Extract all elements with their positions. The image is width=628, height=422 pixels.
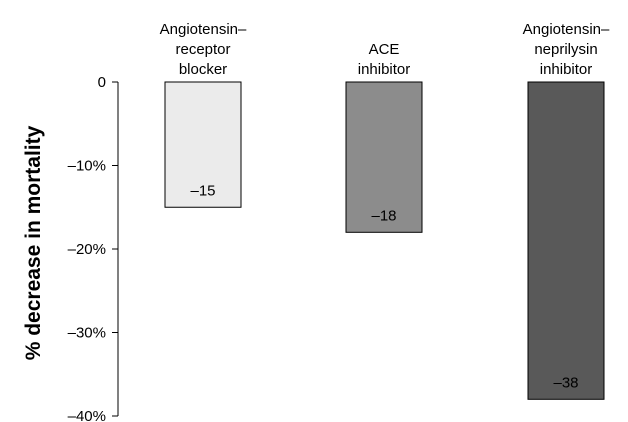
category-label: inhibitor [358, 61, 411, 78]
bar-value-label: –38 [553, 374, 578, 391]
y-axis-title: % decrease in mortality [22, 125, 45, 360]
y-tick-label: –20% [68, 241, 106, 258]
y-tick-label: –10% [68, 158, 106, 175]
bar [345, 81, 423, 233]
category-label: Angiotensin– [523, 21, 610, 38]
category-label: receptor [175, 41, 230, 58]
y-tick-label: 0 [98, 74, 106, 91]
bar [164, 81, 242, 208]
category-label: neprilysin [534, 41, 597, 58]
y-tick-label: –40% [68, 408, 106, 422]
category-label: ACE [369, 41, 400, 58]
category-label: blocker [179, 61, 227, 78]
bar-value-label: –15 [190, 182, 215, 199]
category-label: inhibitor [540, 61, 593, 78]
bar-value-label: –18 [371, 207, 396, 224]
category-label: Angiotensin– [160, 21, 247, 38]
bar [527, 81, 605, 400]
y-tick-label: –30% [68, 325, 106, 342]
